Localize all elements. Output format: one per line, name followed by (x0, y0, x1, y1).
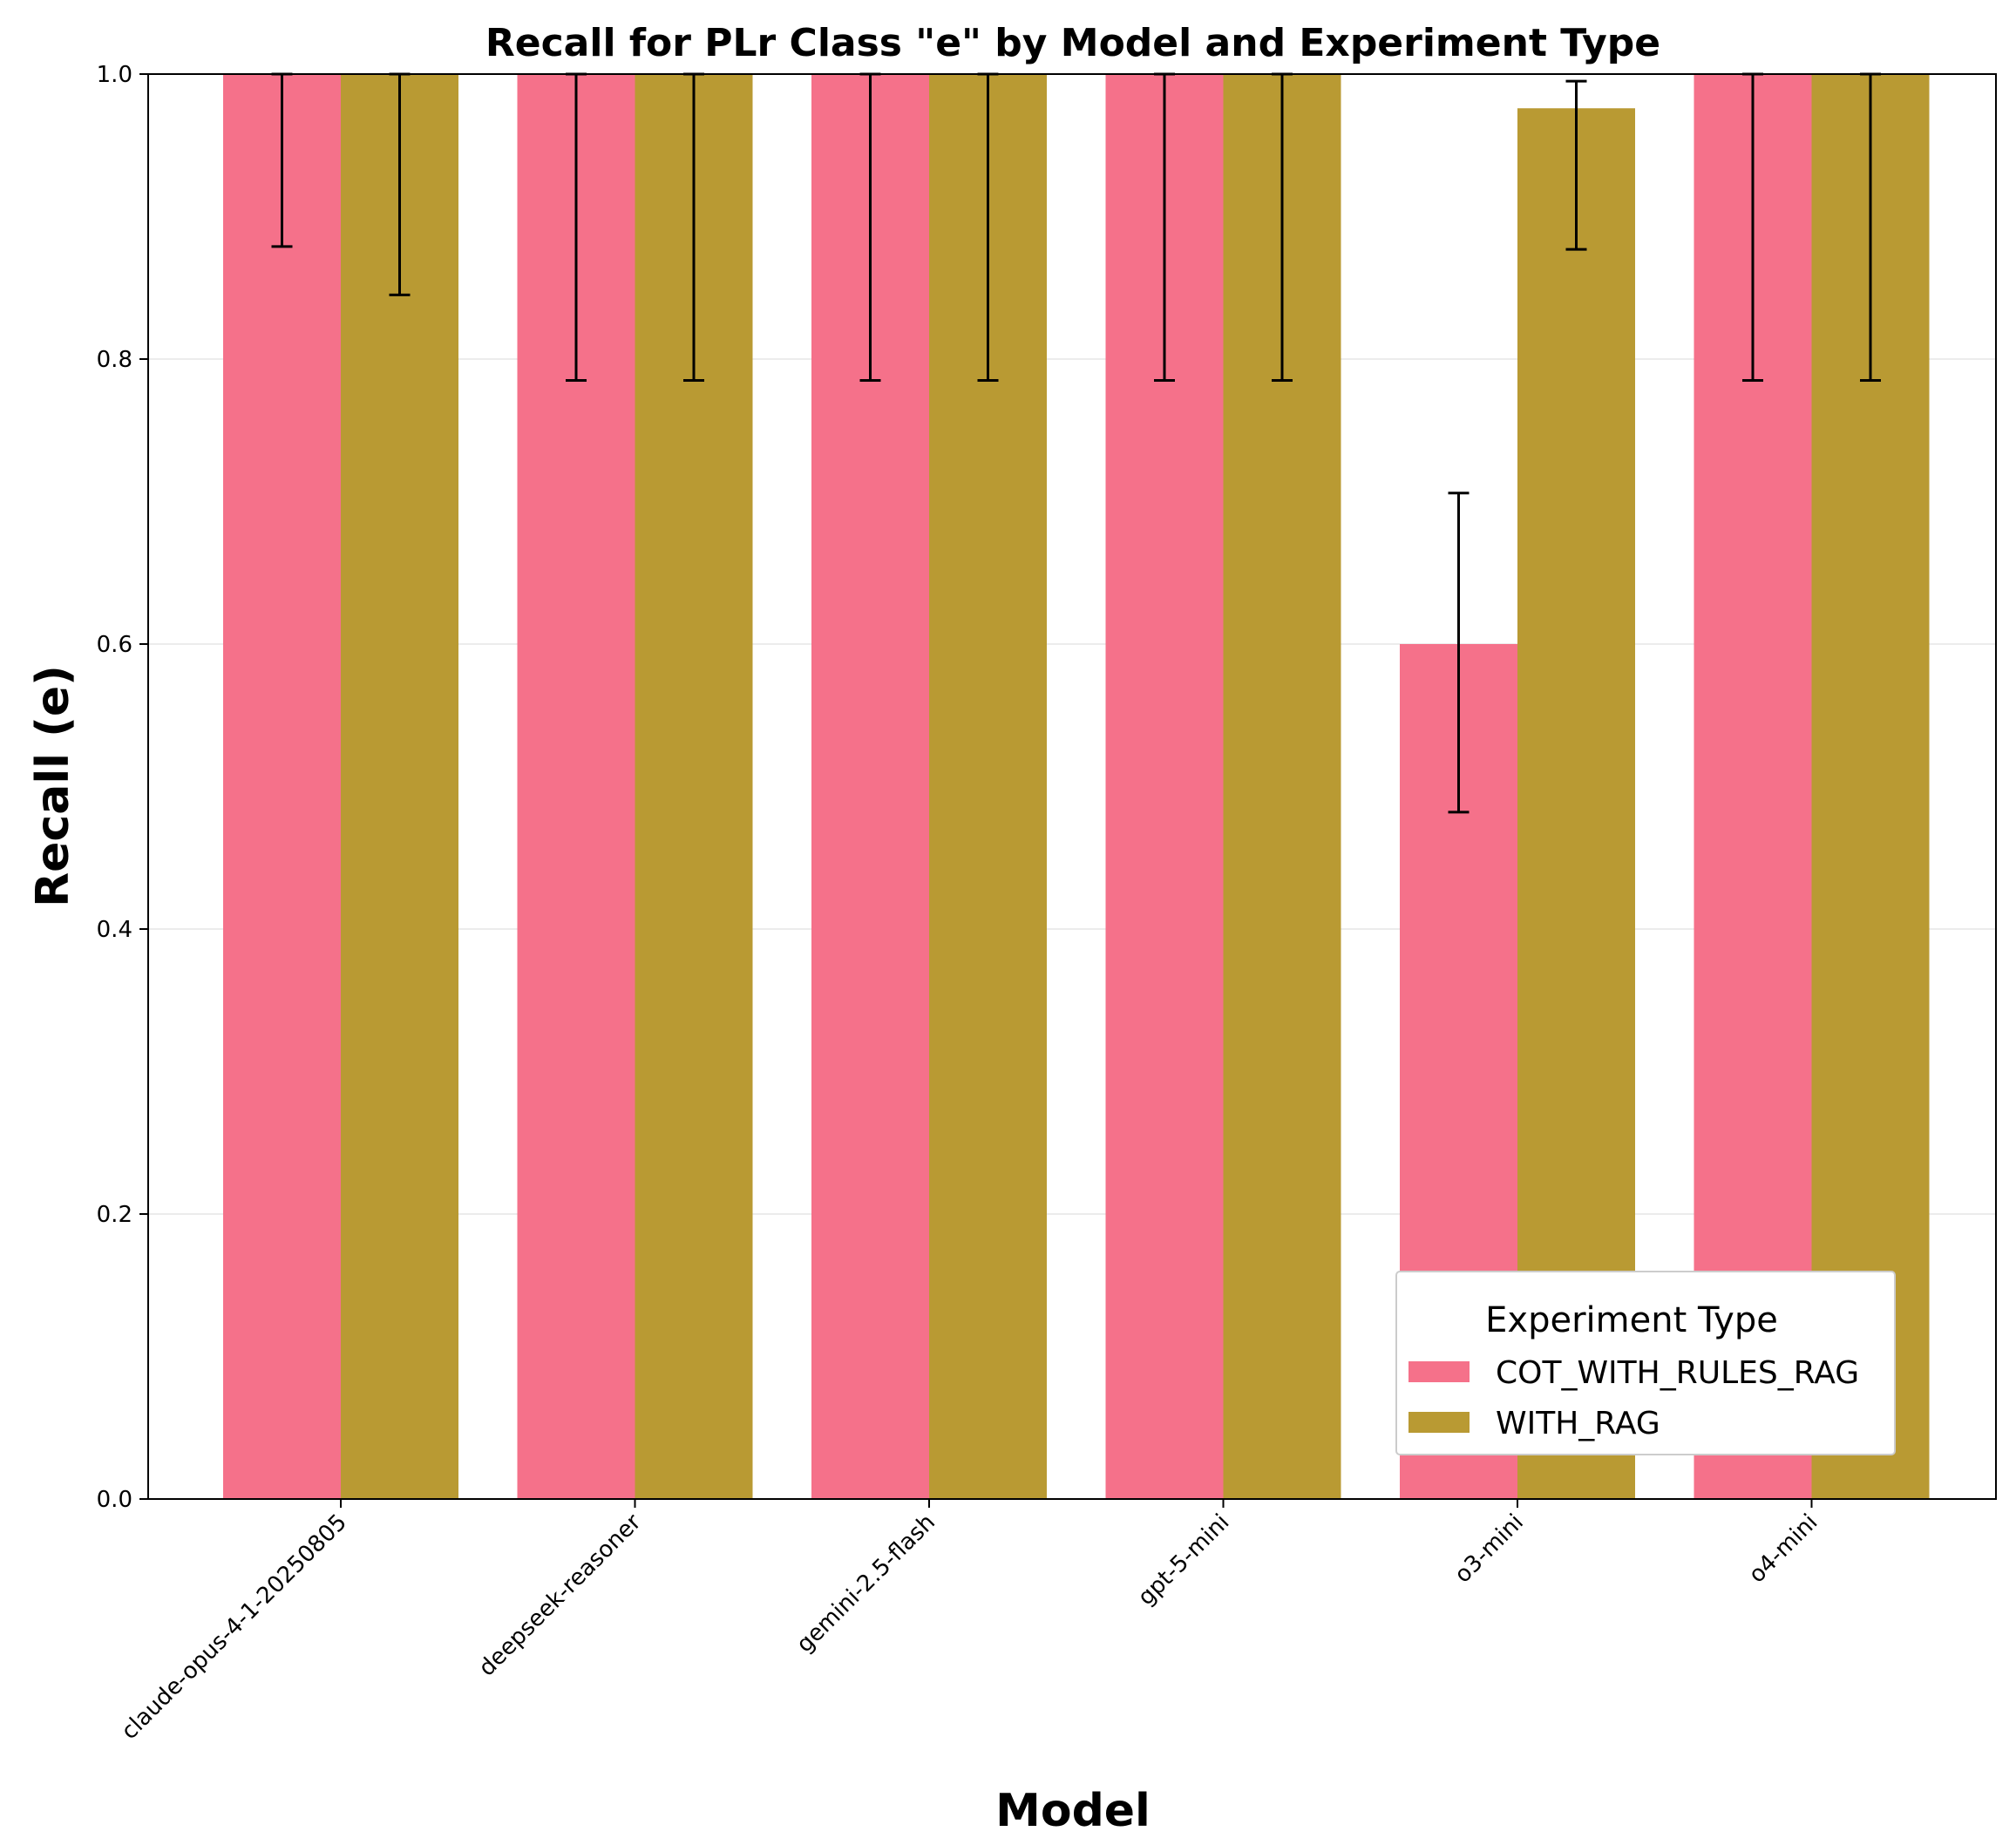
y-tick-label: 0.2 (97, 1202, 132, 1228)
bar-cot-with-rules-rag-claude-opus-4-1-20250805 (223, 74, 341, 1499)
x-axis-label: Model (995, 1785, 1151, 1837)
chart-title: Recall for PLr Class "e" by Model and Ex… (485, 21, 1660, 65)
y-tick-label: 0.8 (97, 347, 132, 373)
legend-label-with-rag: WITH_RAG (1496, 1406, 1660, 1441)
y-tick-label: 0.6 (97, 632, 132, 658)
legend-swatch-cot-with-rules-rag (1408, 1361, 1470, 1382)
legend: Experiment Type COT_WITH_RULES_RAG WITH_… (1395, 1271, 1896, 1455)
legend-title: Experiment Type (1485, 1300, 1778, 1340)
y-tick-label: 0.0 (97, 1487, 132, 1513)
legend-box (1395, 1271, 1896, 1455)
y-tick-label: 1.0 (97, 62, 132, 88)
bar-with-rag-o3-mini (1517, 108, 1635, 1500)
y-axis-label: Recall (e) (27, 665, 79, 907)
legend-swatch-with-rag (1408, 1412, 1470, 1433)
legend-label-cot-with-rules-rag: COT_WITH_RULES_RAG (1496, 1355, 1859, 1391)
y-tick-label: 0.4 (97, 917, 132, 943)
bar-with-rag-claude-opus-4-1-20250805 (341, 74, 458, 1499)
plot-frame (147, 73, 1997, 1500)
